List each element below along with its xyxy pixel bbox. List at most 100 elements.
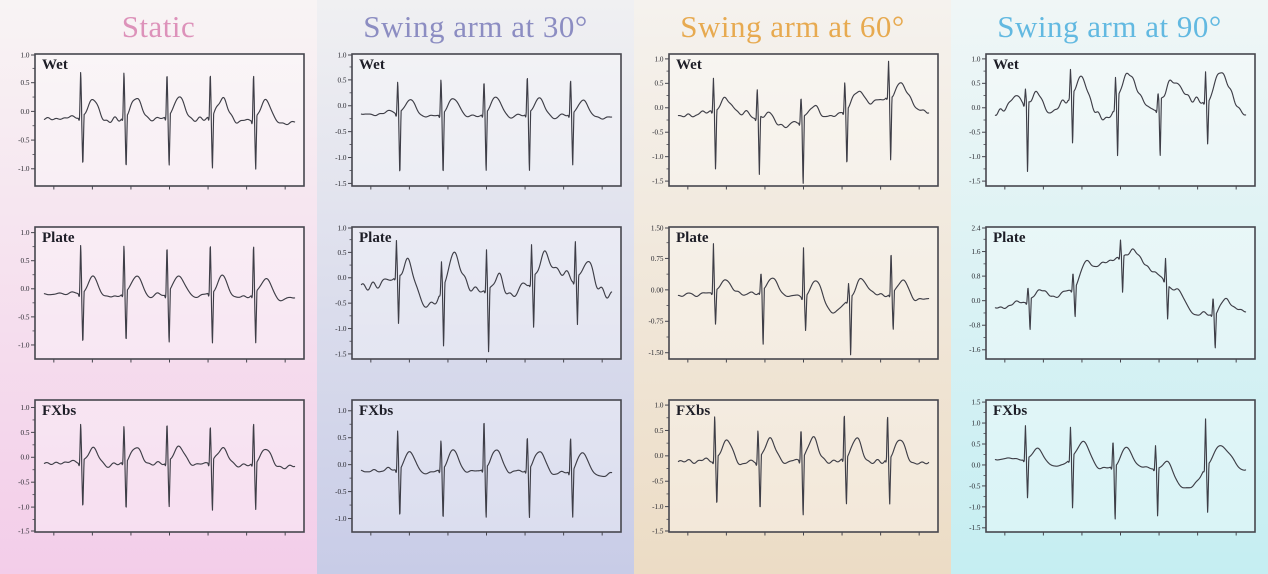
waveform-plot-swing30-plate: 1.0 0.5 0.0 -0.5 -1.0 -1.5 [335,225,622,363]
y-tick-label: -1.5 [969,178,981,186]
waveform-plot-swing30-wet: 1.0 0.5 0.0 -0.5 -1.0 -1.5 [335,52,622,190]
ecg-waveform [677,243,930,356]
y-tick-label: 0.00 [651,286,664,294]
y-tick-label: -1.0 [335,154,347,162]
y-tick-label: -1.0 [18,341,30,349]
y-tick-label: -1.50 [649,349,664,357]
column-swing-60: Swing arm at 60° Wet 1.0 0.5 0.0 -0.5 -1.0 -1… [634,0,951,574]
y-tick-label: -1.0 [335,515,347,523]
waveform-plot-swing90-plate: 2.4 1.6 0.8 0.0 -0.8 -1.6 [969,225,1256,363]
ecg-waveform [677,415,930,516]
panel-swing60-wet: Wet 1.0 0.5 0.0 -0.5 -1.0 -1.5 [643,52,943,190]
waveform-plot-swing60-wet: 1.0 0.5 0.0 -0.5 -1.0 -1.5 [652,53,939,190]
plot-border [34,399,305,533]
y-tick-label: -1.0 [652,503,664,511]
ecg-waveform [677,60,930,184]
panel-label: Wet [42,57,68,73]
panel-swing90-wet: Wet 1.0 0.5 0.0 -0.5 -1.0 -1.5 [960,52,1260,190]
y-tick-label: 1.5 [972,398,981,406]
y-tick-label: 0.5 [972,80,981,88]
y-tick-label: 0.5 [338,76,347,84]
waveform-plot-static-fxbs: 1.0 0.5 0.0 -0.5 -1.0 -1.5 [18,399,305,536]
y-tick-label: -0.5 [18,313,30,321]
panel-label: Plate [993,230,1026,246]
panel-label: Plate [676,230,709,246]
y-tick-label: -0.5 [335,300,347,308]
y-tick-label: 0.8 [972,273,981,281]
panel-swing60-fxbs: FXbs 1.0 0.5 0.0 -0.5 -1.0 -1.5 [643,398,943,536]
y-tick-label: 0.5 [338,249,347,257]
ecg-waveform [43,72,296,170]
y-tick-label: 0.75 [651,255,664,263]
panel-static-plate: Plate 1.0 0.5 0.0 -0.5 -1.0 [9,225,309,363]
ecg-waveform [43,423,296,511]
column-title-swing-60: Swing arm at 60° [680,9,905,44]
y-tick-label: 0.0 [655,452,664,460]
y-tick-label: 1.0 [972,55,981,63]
y-tick-label: -0.5 [18,136,30,144]
plot-border [34,53,305,187]
y-tick-label: 0.5 [972,440,981,448]
waveform-plot-static-plate: 1.0 0.5 0.0 -0.5 -1.0 [18,226,305,363]
waveform-plot-swing30-fxbs: 1.0 0.5 0.0 -0.5 -1.0 [335,399,622,536]
panel-label: Wet [993,57,1019,73]
y-tick-label: 0.0 [972,461,981,469]
waveform-plot-swing60-fxbs: 1.0 0.5 0.0 -0.5 -1.0 -1.5 [652,399,939,536]
panel-label: FXbs [993,403,1028,419]
panel-swing60-plate: Plate 1.50 0.75 0.00 -0.75 -1.50 [643,225,943,363]
y-tick-label: -0.5 [335,488,347,496]
y-tick-label: 0.0 [655,104,664,112]
y-tick-label: 1.0 [338,52,347,59]
panel-label: Plate [359,230,392,246]
y-tick-label: 1.0 [338,407,347,415]
ecg-waveform [43,245,296,344]
y-tick-label: 1.0 [972,419,981,427]
y-tick-label: -0.5 [969,129,981,137]
y-tick-label: 1.0 [338,225,347,232]
y-tick-label: -1.5 [652,527,664,535]
y-tick-label: -1.5 [652,178,664,186]
column-title-swing-90: Swing arm at 90° [997,9,1222,44]
waveform-plot-static-wet: 1.0 0.5 0.0 -0.5 -1.0 [18,52,305,190]
y-tick-label: 0.0 [21,454,30,462]
panel-static-fxbs: FXbs 1.0 0.5 0.0 -0.5 -1.0 -1.5 [9,398,309,536]
y-tick-label: 2.4 [972,225,981,232]
panel-label: FXbs [359,403,394,419]
waveform-plot-swing90-fxbs: 1.5 1.0 0.5 0.0 -0.5 -1.0 -1.5 [969,398,1256,536]
y-tick-label: -1.5 [335,180,347,188]
column-title-static: Static [121,9,196,44]
y-tick-label: 0.5 [655,427,664,435]
y-tick-label: -0.5 [18,479,30,487]
y-tick-label: -1.5 [969,524,981,532]
y-tick-label: 1.0 [21,404,30,412]
y-tick-label: 0.5 [21,429,30,437]
y-tick-label: -1.0 [18,165,30,173]
waveform-plot-swing60-plate: 1.50 0.75 0.00 -0.75 -1.50 [649,225,939,363]
y-tick-label: 1.50 [651,225,664,232]
panel-swing30-fxbs: FXbs 1.0 0.5 0.0 -0.5 -1.0 [326,398,626,536]
y-tick-label: -1.5 [335,350,347,358]
ecg-waveform [994,418,1247,520]
y-tick-label: -0.5 [969,482,981,490]
panel-swing30-wet: Wet 1.0 0.5 0.0 -0.5 -1.0 -1.5 [326,52,626,190]
panel-swing30-plate: Plate 1.0 0.5 0.0 -0.5 -1.0 -1.5 [326,225,626,363]
y-tick-label: 0.0 [338,102,347,110]
panel-label: FXbs [676,403,711,419]
y-tick-label: 0.5 [21,79,30,87]
column-title-swing-30: Swing arm at 30° [363,9,588,44]
y-tick-label: 1.0 [21,52,30,59]
y-tick-label: 0.0 [972,297,981,305]
y-tick-label: -1.0 [969,503,981,511]
y-tick-label: 1.6 [972,248,981,256]
y-tick-label: -1.5 [18,527,30,535]
ecg-waveform [360,78,613,172]
panel-label: FXbs [42,403,77,419]
panel-label: Plate [42,230,75,246]
column-static: Static Wet 1.0 0.5 0.0 -0.5 -1.0 Plate 1.0 0.… [0,0,317,574]
plot-border [351,226,622,360]
ecg-waveform [360,422,613,519]
y-tick-label: 1.0 [655,55,664,63]
y-tick-label: 1.0 [655,401,664,409]
y-tick-label: 0.5 [21,257,30,265]
y-tick-label: -0.5 [652,129,664,137]
